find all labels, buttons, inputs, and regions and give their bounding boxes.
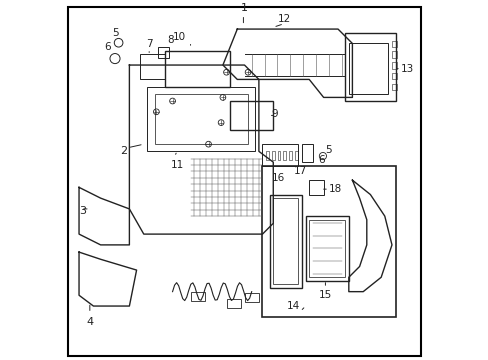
Text: 15: 15 bbox=[318, 290, 331, 300]
Text: 14: 14 bbox=[286, 301, 299, 311]
Text: 3: 3 bbox=[79, 206, 86, 216]
Bar bbox=[283, 151, 285, 160]
Text: 7: 7 bbox=[145, 39, 152, 49]
Text: 6: 6 bbox=[318, 156, 324, 165]
Bar bbox=[262, 166, 395, 317]
Text: 4: 4 bbox=[86, 317, 93, 327]
Text: 1: 1 bbox=[241, 3, 247, 13]
Text: 5: 5 bbox=[111, 28, 118, 38]
Bar bbox=[391, 62, 397, 69]
Text: 18: 18 bbox=[328, 184, 342, 194]
Bar bbox=[165, 51, 230, 87]
Text: 2: 2 bbox=[120, 147, 127, 156]
Text: 13: 13 bbox=[400, 64, 413, 74]
Bar bbox=[308, 180, 323, 194]
Bar bbox=[302, 144, 312, 162]
Bar bbox=[391, 41, 397, 47]
Bar bbox=[265, 151, 268, 160]
Bar bbox=[305, 216, 348, 281]
Bar bbox=[226, 299, 241, 308]
Bar bbox=[230, 101, 273, 130]
Text: 6: 6 bbox=[104, 42, 111, 53]
Text: 8: 8 bbox=[167, 35, 173, 45]
Bar bbox=[158, 47, 169, 58]
Bar bbox=[269, 194, 302, 288]
Text: 17: 17 bbox=[293, 166, 306, 176]
Text: 10: 10 bbox=[173, 32, 186, 42]
Bar bbox=[391, 84, 397, 90]
Text: 16: 16 bbox=[271, 173, 285, 183]
Bar bbox=[391, 73, 397, 80]
Bar bbox=[154, 94, 247, 144]
Bar bbox=[345, 33, 395, 101]
Text: 11: 11 bbox=[170, 160, 183, 170]
Bar bbox=[294, 151, 297, 160]
Bar bbox=[391, 51, 397, 58]
Bar bbox=[271, 151, 274, 160]
Bar bbox=[190, 292, 204, 301]
Bar bbox=[308, 220, 345, 277]
Text: 12: 12 bbox=[277, 14, 290, 24]
Bar bbox=[147, 87, 255, 151]
Bar bbox=[244, 293, 258, 302]
Bar bbox=[262, 144, 298, 166]
Bar bbox=[288, 151, 291, 160]
Bar bbox=[277, 151, 280, 160]
Bar bbox=[348, 44, 387, 94]
Bar bbox=[140, 54, 165, 80]
Bar bbox=[273, 198, 298, 284]
Text: 9: 9 bbox=[271, 109, 278, 118]
Text: 5: 5 bbox=[325, 145, 331, 154]
